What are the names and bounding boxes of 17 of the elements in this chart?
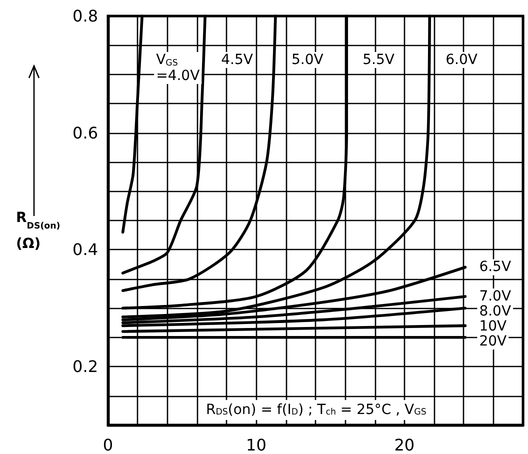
- y-tick-label: 0.6: [72, 123, 98, 142]
- series-label: 20V: [479, 333, 508, 350]
- x-tick-label: 0: [102, 436, 114, 454]
- y-tick-label: 0.8: [72, 6, 98, 26]
- series-label: 5.5V: [362, 52, 395, 68]
- x-tick-label: 20: [394, 436, 415, 454]
- series-label: 8.0V: [479, 303, 512, 320]
- series-label: 6.5V: [479, 259, 512, 276]
- y-tick-label: 0.4: [72, 240, 98, 260]
- annotation: RDS(on) = f(ID) ; Tch = 25°C , VGS: [206, 402, 427, 418]
- series-label: 7.0V: [479, 288, 512, 304]
- series-label: 4.5V: [221, 52, 254, 68]
- x-tick-label: 10: [246, 436, 266, 454]
- y-tick-label: 0.2: [72, 357, 98, 376]
- series-label: 5.0V: [291, 52, 324, 68]
- series-label: 10V: [479, 318, 508, 334]
- series-label: 6.0V: [446, 52, 478, 68]
